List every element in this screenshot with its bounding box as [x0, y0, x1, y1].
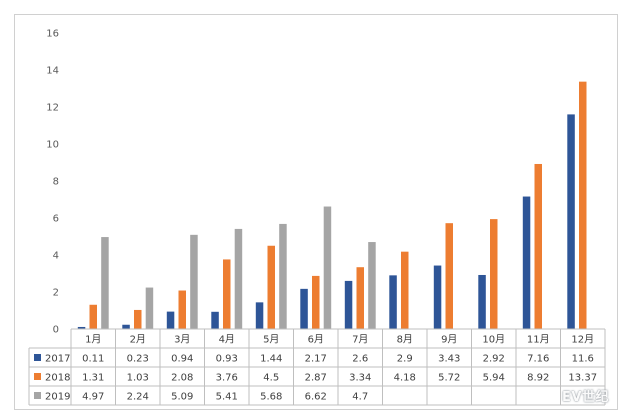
y-tick-label: 12 [46, 103, 59, 114]
y-tick-label: 16 [46, 29, 59, 40]
bar-2019-7 [368, 242, 376, 329]
bars [77, 81, 587, 330]
category-label: 4月 [219, 334, 235, 346]
bar-2017-7 [344, 280, 353, 329]
chart-frame: 0 2 4 6 8 10 12 14 16 1月 2月 3月 4月 5月 6月 7月 8月 9月 10月 11月 12… [14, 14, 618, 410]
category-label: 10月 [482, 334, 505, 346]
bar-2017-11 [522, 196, 531, 329]
data-label: 1.03 [127, 373, 149, 384]
bar-2018-12 [579, 81, 587, 329]
category-label: 5月 [263, 334, 279, 346]
data-label: 3.34 [349, 373, 371, 384]
y-axis: 0 2 4 6 8 10 12 14 16 [46, 29, 59, 336]
data-label: 2.9 [397, 354, 413, 365]
bar-2017-9 [433, 265, 442, 329]
data-label: 4.18 [394, 373, 416, 384]
watermark-logo: EV世纪 [562, 390, 609, 405]
bar-chart: 0 2 4 6 8 10 12 14 16 1月 2月 3月 4月 5月 6月 7月 8月 9月 10月 11月 12… [28, 29, 606, 406]
data-label: 7.16 [527, 354, 549, 365]
category-label: 6月 [308, 334, 324, 346]
data-label: 8.92 [527, 373, 549, 384]
bar-2019-2 [145, 287, 154, 329]
category-label: 1月 [85, 334, 101, 346]
bar-2018-8 [401, 251, 409, 329]
bar-2018-2 [134, 309, 142, 329]
data-label: 5.94 [483, 373, 505, 384]
bar-2019-3 [190, 234, 198, 329]
y-tick-label: 2 [53, 288, 59, 299]
bar-2017-4 [211, 311, 219, 329]
data-label: 13.37 [568, 373, 597, 384]
category-label: 12月 [571, 334, 594, 346]
bar-2019-6 [323, 206, 332, 329]
data-label: 5.41 [216, 392, 238, 403]
data-label: 2.92 [483, 354, 505, 365]
legend-label: 2019 [45, 392, 70, 403]
data-label: 2.24 [127, 392, 149, 403]
bar-2018-10 [490, 219, 498, 329]
data-label: 0.23 [127, 354, 149, 365]
data-label: 1.31 [82, 373, 104, 384]
bar-2017-12 [567, 114, 575, 330]
bar-2017-8 [389, 275, 397, 329]
y-tick-label: 14 [46, 66, 59, 77]
bar-2018-1 [89, 304, 97, 329]
data-label: 0.94 [171, 354, 193, 365]
data-label: 3.43 [438, 354, 460, 365]
legend-swatch-2018 [34, 373, 41, 380]
y-tick-label: 10 [46, 140, 59, 151]
data-label: 0.11 [82, 354, 104, 365]
data-label: 4.7 [352, 392, 368, 403]
bar-2017-3 [166, 311, 175, 329]
y-tick-label: 0 [53, 325, 59, 336]
data-label: 2.87 [305, 373, 327, 384]
category-label: 9月 [441, 334, 457, 346]
category-label: 8月 [397, 334, 413, 346]
legend-swatch-2019 [34, 392, 41, 399]
data-label: 1.44 [260, 354, 282, 365]
bar-2018-5 [267, 245, 275, 329]
bar-2018-11 [534, 163, 542, 329]
bar-2019-1 [101, 237, 109, 329]
data-label: 4.5 [263, 373, 279, 384]
data-label: 5.72 [438, 373, 460, 384]
data-label: 5.09 [171, 392, 193, 403]
legend-label: 2017 [45, 354, 70, 365]
bar-2017-6 [300, 288, 308, 329]
y-tick-label: 8 [53, 177, 59, 188]
category-label: 7月 [352, 334, 368, 346]
data-table: 1月 2月 3月 4月 5月 6月 7月 8月 9月 10月 11月 12月 2017 0.11 0.23 0… [28, 328, 606, 406]
bar-2019-4 [234, 228, 243, 329]
data-label: 4.97 [82, 392, 104, 403]
data-label: 2.6 [352, 354, 368, 365]
data-label: 2.08 [171, 373, 193, 384]
bar-2017-5 [255, 302, 264, 329]
category-label: 3月 [174, 334, 190, 346]
y-tick-label: 4 [53, 251, 59, 262]
y-tick-label: 6 [53, 214, 59, 225]
data-label: 5.68 [260, 392, 282, 403]
bar-2018-6 [312, 275, 320, 329]
legend-label: 2018 [45, 373, 70, 384]
bar-2017-10 [478, 274, 486, 329]
data-label: 2.17 [305, 354, 327, 365]
legend-swatch-2017 [34, 354, 41, 361]
category-label: 2月 [130, 334, 146, 346]
data-label: 6.62 [305, 392, 327, 403]
bar-2018-4 [223, 259, 231, 329]
data-label: 11.6 [572, 354, 594, 365]
data-label: 3.76 [216, 373, 238, 384]
bar-2018-9 [445, 223, 453, 329]
bar-2018-3 [178, 290, 186, 329]
bar-2019-5 [279, 223, 287, 329]
category-label: 11月 [527, 334, 550, 346]
bar-2018-7 [356, 267, 364, 329]
data-label: 0.93 [216, 354, 238, 365]
bar-2017-2 [122, 324, 130, 329]
bar-2017-1 [77, 326, 86, 329]
